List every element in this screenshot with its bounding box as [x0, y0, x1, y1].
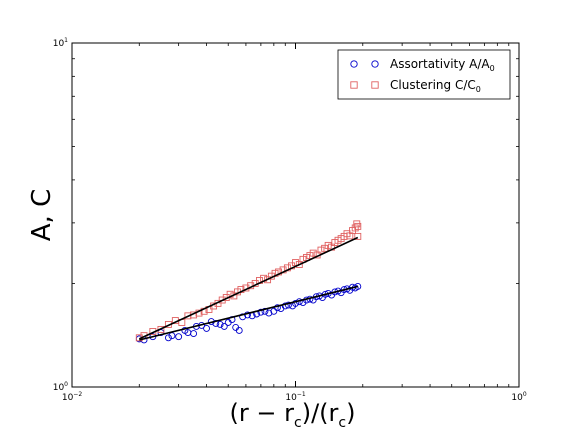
- fit-line: [138, 236, 359, 340]
- assortativity-point: [273, 304, 281, 312]
- clustering-point: [317, 246, 325, 254]
- fit-lines: [138, 236, 359, 341]
- clustering-point: [295, 261, 303, 268]
- assortativity-point: [257, 308, 265, 316]
- legend-entry-label: Assortativity A/A0: [390, 57, 495, 73]
- y-tick-label: 101: [53, 37, 68, 49]
- assortativity-point: [265, 309, 273, 317]
- x-tick-label: 10−2: [62, 391, 82, 403]
- legend-marker-square: [371, 81, 379, 89]
- clustering-point: [354, 222, 362, 230]
- assortativity-point: [292, 299, 299, 307]
- legend-marker-circle: [371, 60, 379, 68]
- assortativity-point: [164, 334, 172, 342]
- assortativity-point: [220, 322, 228, 330]
- clustering-point: [354, 232, 362, 240]
- legend-marker-circle: [350, 60, 358, 68]
- x-tick-label: 100: [511, 391, 526, 403]
- y-axis-label: A, C: [27, 189, 57, 241]
- assortativity-point: [175, 333, 183, 341]
- clustering-point: [264, 276, 272, 284]
- x-tick-label: 10−1: [285, 391, 305, 403]
- y-tick-label: 100: [53, 381, 68, 393]
- assortativity-point: [203, 324, 211, 332]
- assortativity-point: [239, 313, 247, 321]
- assortativity-point: [285, 301, 292, 309]
- legend-marker-square: [350, 81, 358, 89]
- clustering-point: [218, 296, 226, 304]
- x-axis-label: (r − rc)/(rc): [230, 399, 356, 431]
- assortativity-point: [235, 327, 243, 334]
- legend-box: [337, 49, 511, 100]
- clustering-point: [353, 220, 361, 228]
- assortativity-point: [190, 330, 198, 338]
- legend: Assortativity A/A0 Clustering C/C0: [337, 49, 511, 100]
- series-square: [135, 220, 362, 342]
- fit-line: [139, 285, 358, 341]
- legend-entry-label: Clustering C/C0: [390, 78, 481, 94]
- axis-ticks: 10−2 10−1 100 100 101: [53, 37, 527, 403]
- assortativity-point: [270, 307, 278, 315]
- assortativity-point: [261, 307, 269, 315]
- assortativity-point: [281, 302, 289, 310]
- assortativity-point: [216, 320, 224, 328]
- clustering-point: [309, 249, 317, 257]
